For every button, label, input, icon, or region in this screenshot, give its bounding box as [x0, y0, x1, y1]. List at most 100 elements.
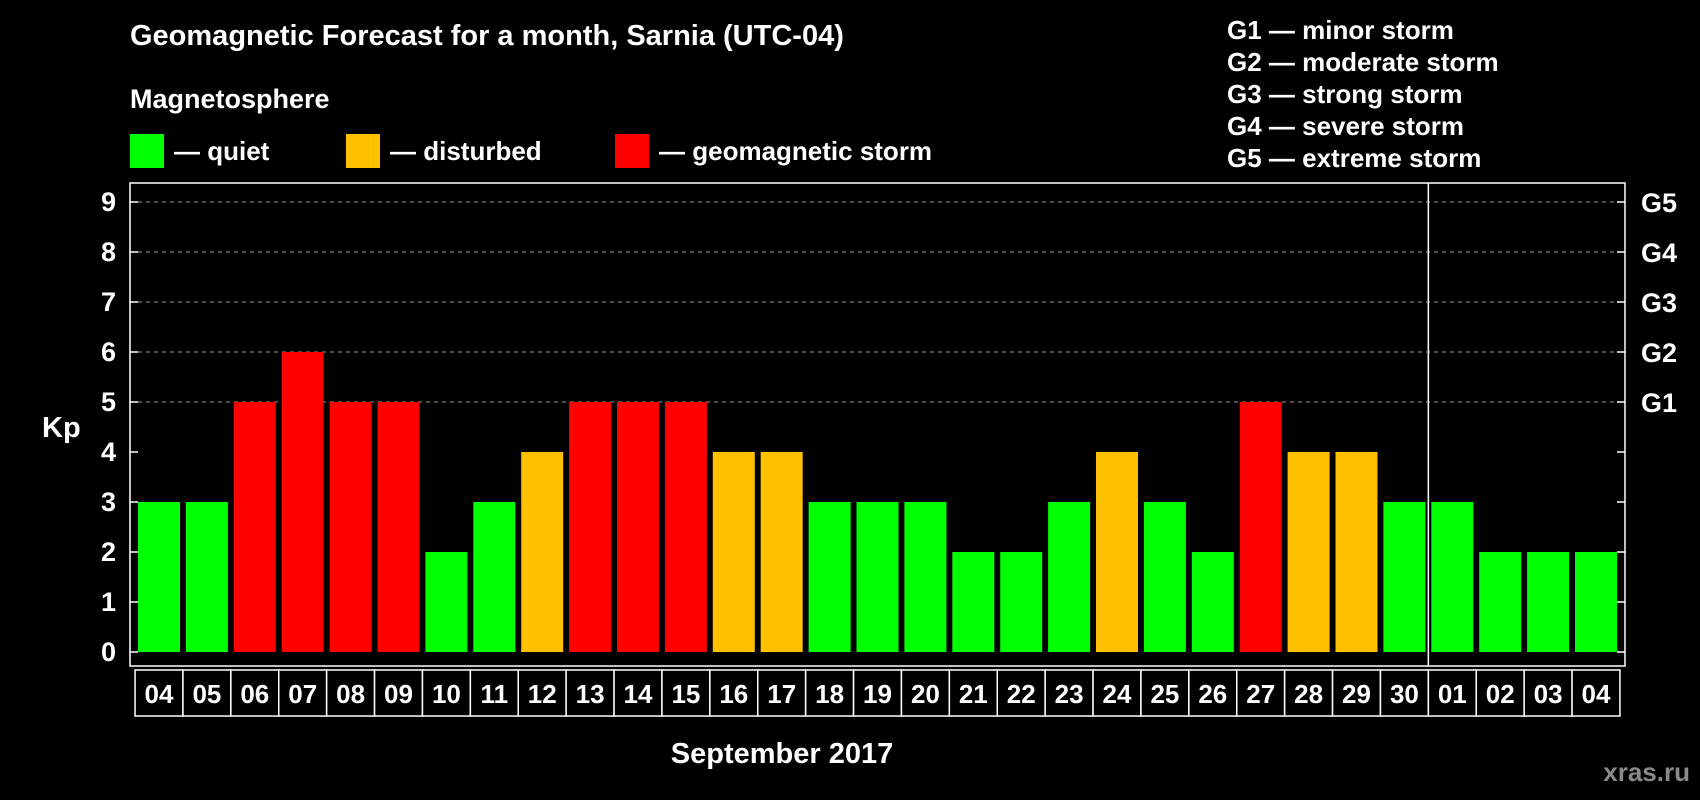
x-tick-label-5: 08	[336, 679, 365, 709]
x-tick-label-13: 16	[719, 679, 748, 709]
x-tick-label-14: 17	[767, 679, 796, 709]
bar-22-day-25	[1143, 502, 1186, 652]
x-tick-label-27: 30	[1390, 679, 1419, 709]
bar-31-day-04	[1575, 552, 1617, 652]
x-tick-box-21	[1092, 669, 1142, 717]
x-tick-box-27	[1379, 669, 1430, 717]
bar-6-day-09	[377, 402, 420, 652]
storm-level-g1: G1 — minor storm	[1227, 15, 1454, 45]
x-tick-label-4: 07	[288, 679, 317, 709]
x-tick-box-7	[421, 669, 472, 717]
storm-level-g3: G3 — strong storm	[1227, 79, 1463, 109]
x-tick-label-26: 29	[1342, 679, 1371, 709]
right-axis-label-g1: G1	[1641, 388, 1677, 418]
bar-16-day-19	[856, 502, 899, 652]
x-tick-label-31: 04	[1582, 679, 1611, 709]
x-tick-label-1: 04	[145, 679, 174, 709]
bar-3-day-06	[233, 402, 276, 652]
bar-2-day-05	[185, 502, 228, 652]
x-tick-box-11	[613, 669, 663, 717]
x-tick-box-30	[1523, 669, 1573, 717]
x-axis-label: September 2017	[671, 738, 893, 770]
legend-label-disturbed: — disturbed	[390, 135, 542, 166]
x-tick-label-24: 27	[1246, 679, 1275, 709]
x-tick-label-23: 26	[1198, 679, 1227, 709]
y-tick-label-4: 4	[101, 437, 116, 467]
x-tick-label-28: 01	[1438, 679, 1467, 709]
bar-15-day-18	[808, 502, 851, 652]
legend-swatch-disturbed	[346, 134, 380, 168]
x-tick-label-11: 14	[624, 679, 653, 709]
bar-19-day-22	[1000, 552, 1043, 652]
legend-label-storm: — geomagnetic storm	[659, 135, 933, 166]
bar-7-day-10	[425, 552, 468, 652]
bar-14-day-17	[760, 452, 803, 652]
bar-29-day-02	[1479, 552, 1522, 652]
bar-18-day-21	[952, 552, 995, 652]
legend-storm: — geomagnetic storm	[615, 134, 932, 168]
x-tick-label-21: 24	[1103, 679, 1132, 709]
x-tick-label-9: 12	[528, 679, 557, 709]
x-tick-label-15: 18	[815, 679, 844, 709]
x-tick-box-16	[852, 669, 903, 717]
storm-level-g5: G5 — extreme storm	[1227, 143, 1482, 173]
plot-frame	[129, 182, 1626, 667]
bar-8-day-11	[473, 502, 516, 652]
x-tick-label-18: 21	[959, 679, 988, 709]
x-tick-label-29: 02	[1486, 679, 1515, 709]
right-axis-label-g5: G5	[1641, 188, 1677, 218]
legend-swatch-quiet	[130, 134, 164, 168]
right-axis-label-g2: G2	[1641, 338, 1677, 368]
legend-disturbed: — disturbed	[346, 134, 542, 168]
x-tick-box-13	[709, 669, 759, 717]
watermark: xras.ru	[1603, 757, 1690, 787]
storm-level-g2: G2 — moderate storm	[1227, 47, 1499, 77]
x-tick-box-5	[325, 669, 376, 717]
storm-level-legend: G1 — minor storm G2 — moderate storm G3 …	[1227, 14, 1499, 174]
right-axis-label-g3: G3	[1641, 288, 1677, 318]
bar-23-day-26	[1191, 552, 1234, 652]
legend-swatch-storm	[615, 134, 649, 168]
x-tick-box-4	[278, 669, 328, 717]
bar-17-day-20	[904, 502, 947, 652]
bar-1-day-04	[138, 502, 180, 652]
y-tick-label-5: 5	[101, 387, 116, 417]
y-tick-label-2: 2	[101, 537, 116, 567]
x-tick-label-12: 15	[671, 679, 700, 709]
bar-11-day-14	[617, 402, 659, 652]
x-tick-label-16: 19	[863, 679, 892, 709]
y-axis-label: Kp	[42, 412, 81, 444]
x-tick-label-6: 09	[384, 679, 413, 709]
x-tick-box-29	[1475, 669, 1525, 717]
bar-10-day-13	[569, 402, 612, 652]
x-tick-label-20: 23	[1055, 679, 1084, 709]
bar-24-day-27	[1239, 402, 1282, 652]
y-tick-label-6: 6	[101, 337, 116, 367]
y-tick-label-8: 8	[101, 237, 116, 267]
bar-21-day-24	[1096, 452, 1138, 652]
x-tick-label-10: 13	[576, 679, 605, 709]
x-tick-label-30: 03	[1534, 679, 1563, 709]
bar-25-day-28	[1287, 452, 1330, 652]
bar-27-day-30	[1383, 502, 1426, 652]
bar-4-day-07	[281, 352, 324, 652]
y-tick-label-7: 7	[101, 287, 116, 317]
x-tick-box-31	[1571, 669, 1621, 717]
x-tick-box-23	[1188, 669, 1238, 717]
x-tick-label-8: 11	[481, 679, 509, 709]
bar-5-day-08	[329, 402, 372, 652]
x-tick-label-25: 28	[1294, 679, 1323, 709]
legend-quiet: — quiet	[130, 134, 269, 168]
x-tick-box-15	[804, 669, 855, 717]
right-axis-label-g4: G4	[1641, 238, 1677, 268]
x-tick-label-17: 20	[911, 679, 940, 709]
x-tick-box-25	[1283, 669, 1334, 717]
legend-title: Magnetosphere	[130, 84, 330, 114]
y-tick-label-1: 1	[101, 587, 116, 617]
chart-title: Geomagnetic Forecast for a month, Sarnia…	[130, 20, 844, 52]
y-tick-label-9: 9	[101, 187, 116, 217]
bar-30-day-03	[1527, 552, 1570, 652]
bar-12-day-15	[664, 402, 707, 652]
bar-13-day-16	[712, 452, 755, 652]
